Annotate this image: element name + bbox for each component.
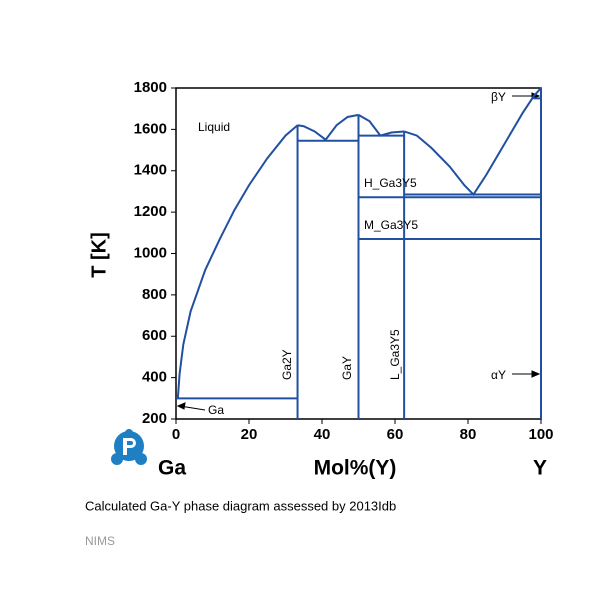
- y-tick-label: 1800: [134, 79, 167, 96]
- annotation: H_Ga3Y5: [364, 176, 417, 190]
- source: NIMS: [85, 534, 115, 548]
- phase-boundary: [176, 124, 299, 399]
- annotation: βY: [491, 90, 506, 104]
- y-tick-label: 1000: [134, 244, 167, 261]
- y-tick-label: 800: [142, 286, 167, 303]
- x-tick-label: 60: [387, 426, 404, 443]
- x-tick-label: 100: [528, 426, 553, 443]
- x-tick-label: 80: [460, 426, 477, 443]
- caption: Calculated Ga-Y phase diagram assessed b…: [85, 498, 396, 513]
- y-tick-label: 200: [142, 410, 167, 427]
- annotation: Liquid: [198, 120, 230, 134]
- annotation: Ga: [208, 403, 224, 417]
- annotation: αY: [491, 368, 506, 382]
- phase-boundary: [403, 87, 542, 197]
- right-component: Y: [533, 457, 547, 480]
- y-tick-label: 600: [142, 327, 167, 344]
- phase-boundary: [358, 114, 405, 137]
- x-axis-label: Mol%(Y): [314, 457, 397, 480]
- x-tick-label: 20: [241, 426, 258, 443]
- left-component: Ga: [158, 457, 186, 480]
- logo: [111, 429, 147, 465]
- y-tick-label: 1200: [134, 203, 167, 220]
- annotation: M_Ga3Y5: [364, 218, 418, 232]
- x-tick-label: 0: [172, 426, 180, 443]
- y-tick-label: 400: [142, 369, 167, 386]
- x-tick-label: 40: [314, 426, 331, 443]
- phase-boundary: [297, 113, 359, 142]
- y-axis-label: T [K]: [88, 232, 110, 278]
- annotation: L_Ga3Y5: [388, 329, 402, 380]
- arrows: [176, 92, 541, 411]
- y-tick-label: 1600: [134, 120, 167, 137]
- annotation: Ga2Y: [280, 349, 294, 380]
- annotation: GaY: [340, 356, 354, 380]
- y-tick-label: 1400: [134, 162, 167, 179]
